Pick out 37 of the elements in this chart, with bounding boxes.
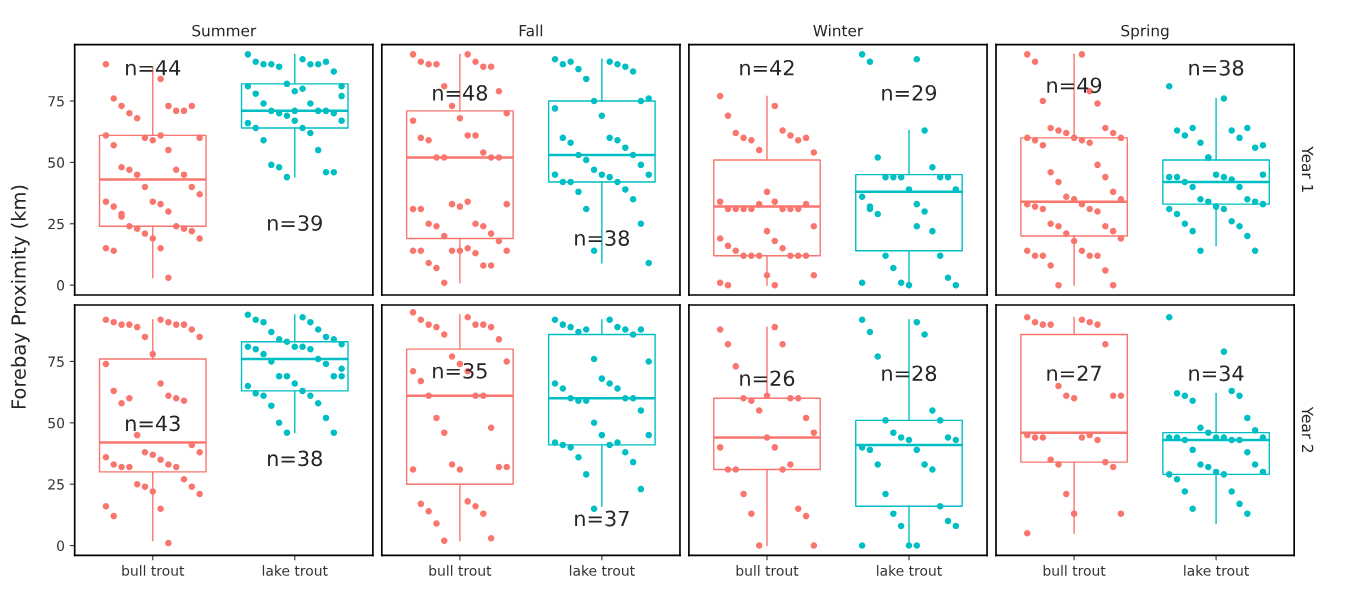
- y-tick-label: 25: [48, 218, 64, 230]
- annotation: n=44: [126, 60, 181, 76]
- annotation: n=39: [268, 215, 322, 231]
- annotation: n=49: [1047, 77, 1102, 94]
- x-tick-label: lake trout: [569, 565, 635, 576]
- chart-title: Winter: [813, 24, 864, 37]
- y2-axis-title: Year 2: [1301, 406, 1314, 453]
- annotation: n=35: [433, 362, 487, 379]
- chart-title: Fall: [519, 24, 543, 37]
- x-tick-label: lake trout: [877, 565, 942, 576]
- y-tick-label: 0: [57, 540, 65, 552]
- y-tick-label: 50: [48, 157, 65, 168]
- x-tick-label: bull trout: [122, 565, 185, 576]
- y-tick-label: 0: [57, 280, 65, 291]
- annotation: n=27: [1047, 365, 1101, 381]
- chart-title: Summer: [192, 24, 257, 37]
- chart-title: Spring: [1121, 24, 1169, 40]
- annotation: n=26: [740, 370, 795, 387]
- annotation: n=38: [268, 450, 322, 467]
- y-tick-label: 25: [48, 479, 64, 490]
- x-tick-label: lake trout: [1184, 565, 1249, 576]
- y-tick-label: 75: [48, 356, 64, 367]
- y-axis-title: Forebay Proximity (km): [10, 185, 30, 409]
- annotation: n=37: [575, 510, 629, 527]
- annotation: n=38: [1189, 59, 1244, 76]
- annotation: n=48: [433, 84, 488, 101]
- annotation: n=34: [1189, 365, 1244, 382]
- x-tick-label: bull trout: [1043, 565, 1106, 576]
- y-tick-label: 75: [48, 96, 64, 107]
- y2-axis-title: Year 1: [1301, 146, 1314, 192]
- x-tick-label: bull trout: [429, 565, 492, 576]
- annotation: n=29: [882, 84, 937, 101]
- annotation: n=42: [740, 59, 794, 76]
- annotation: n=43: [126, 415, 180, 432]
- y-tick-label: 50: [48, 417, 65, 429]
- x-tick-label: lake trout: [262, 565, 328, 576]
- x-tick-label: bull trout: [736, 565, 799, 576]
